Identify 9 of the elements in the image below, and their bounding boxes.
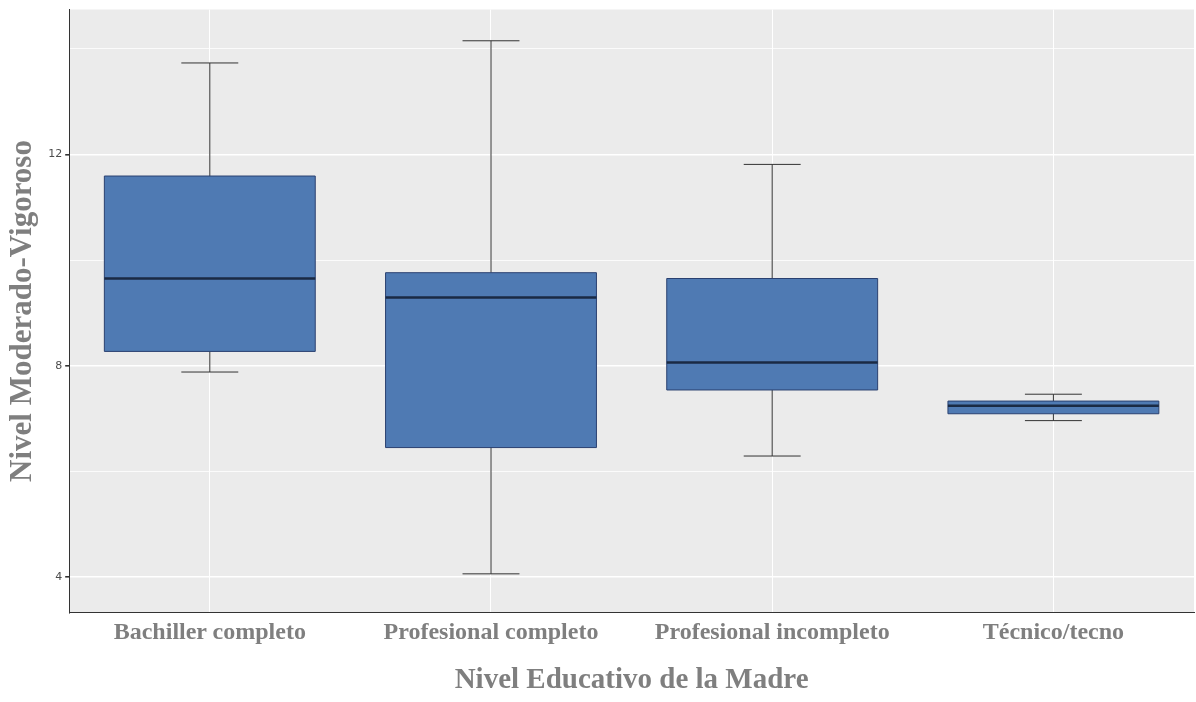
y-tick-label: 4	[55, 569, 63, 583]
x-axis-title: Nivel Educativo de la Madre	[454, 662, 809, 695]
y-axis-title: Nivel Moderado-Vigoroso	[2, 140, 38, 482]
x-tick-label: Profesional completo	[383, 618, 599, 644]
y-tick-label: 8	[55, 358, 63, 372]
x-tick-label: Técnico/tecno	[982, 618, 1125, 644]
y-tick-label: 12	[48, 147, 63, 161]
x-tick-label: Profesional incompleto	[654, 618, 890, 644]
x-tick-label: Bachiller completo	[113, 618, 306, 644]
